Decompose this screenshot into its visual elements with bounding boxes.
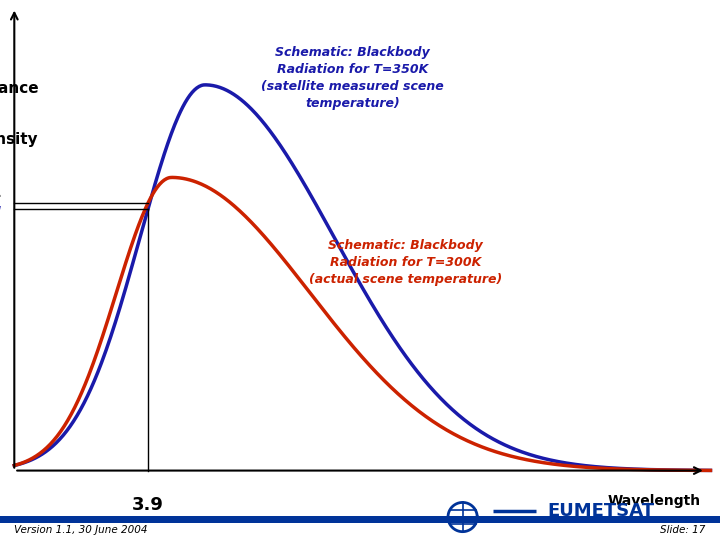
Text: Intensity: Intensity (0, 132, 38, 146)
Text: #003399: #003399 (554, 510, 561, 511)
Text: 3.9: 3.9 (132, 496, 163, 514)
Text: Slide: 17: Slide: 17 (660, 525, 706, 535)
Text: Version 1.1, 30 June 2004: Version 1.1, 30 June 2004 (14, 525, 148, 535)
Text: Schematic: Blackbody
Radiation for T=350K
(satellite measured scene
temperature): Schematic: Blackbody Radiation for T=350… (261, 46, 444, 110)
Bar (0, 516, 720, 523)
Text: IR3.9 Radiance
at 300K: IR3.9 Radiance at 300K (0, 192, 1, 215)
Text: Wavelength: Wavelength (608, 495, 701, 509)
Text: IR3.9 Radiance
Measurement:
300K + reflected
sunlight: IR3.9 Radiance Measurement: 300K + refle… (0, 180, 1, 230)
Text: EUMETSAT: EUMETSAT (547, 502, 654, 520)
Text: Schematic: Blackbody
Radiation for T=300K
(actual scene temperature): Schematic: Blackbody Radiation for T=300… (309, 239, 502, 286)
Text: Radiance: Radiance (0, 82, 40, 97)
